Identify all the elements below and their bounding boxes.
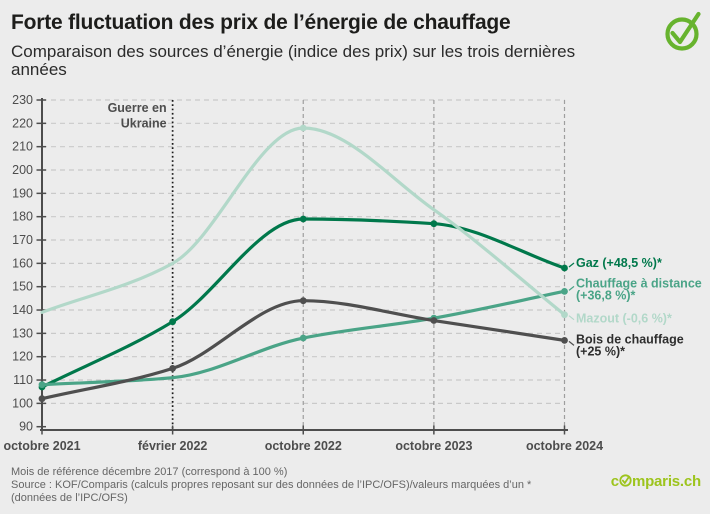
svg-text:(+36,8 %)*: (+36,8 %)* <box>576 288 636 302</box>
series-marker-chauffage-a-distance <box>561 287 568 295</box>
comparis-check-icon <box>665 11 701 51</box>
y-tick-label: 130 <box>12 326 33 340</box>
series-label-connector-mazout <box>568 315 575 321</box>
svg-text:Chauffage à distance: Chauffage à distance <box>576 276 702 290</box>
logo-text-pre: c <box>610 473 619 490</box>
x-axis-ticks: octobre 2021 février 2022 octobre 2022 octo… <box>3 425 603 453</box>
y-tick-label: 170 <box>12 233 33 247</box>
svg-text:(+25 %)*: (+25 %)* <box>576 344 625 358</box>
x-tick-label: octobre 2021 <box>3 439 80 453</box>
series-label-connector-bois-de-chauffage <box>568 340 575 346</box>
y-tick-label: 90 <box>19 420 33 434</box>
y-axis-ticks: 90 100 110 120 130 140 150 160 170 180 190 200 210 22… <box>12 93 46 434</box>
series-label-gaz: Gaz (+48,5 %)* <box>576 256 662 270</box>
y-tick-label: 210 <box>12 140 33 154</box>
svg-text:Ukraine: Ukraine <box>121 117 167 131</box>
page-title: Forte fluctuation des prix de l’énergie … <box>11 11 511 34</box>
y-tick-label: 150 <box>12 280 33 294</box>
annotation-guerre-en-ukraine: Guerre en Ukraine <box>108 101 167 131</box>
svg-text:Mazout (-0,6 %)*: Mazout (-0,6 %)* <box>576 312 672 326</box>
y-tick-label: 180 <box>12 210 33 224</box>
y-tick-label: 120 <box>12 350 33 364</box>
check-mark <box>670 11 701 45</box>
line-chart: Guerre en Ukraine 90 100 110 120 130 140 150 160 1… <box>0 88 710 462</box>
series-marker-chauffage-a-distance <box>38 381 46 389</box>
y-tick-label: 220 <box>12 116 33 130</box>
source-note: Source : KOF/Comparis (calculs propres r… <box>11 479 532 504</box>
series-label-connector-chauffage-a-distance <box>568 285 575 291</box>
series-marker-bois-de-chauffage <box>299 297 307 305</box>
series-marker-gaz <box>430 220 438 228</box>
series-marker-gaz <box>169 318 177 326</box>
series-line-gaz <box>40 217 567 389</box>
x-tick-label: octobre 2023 <box>395 439 472 453</box>
comparis-logo: c mparis.ch <box>611 473 701 490</box>
check-circle <box>665 17 699 51</box>
guide-lines <box>302 100 566 430</box>
series-marker-gaz <box>561 264 568 272</box>
series-marker-bois-de-chauffage <box>169 364 177 372</box>
series-label-bois-de-chauffage: Bois de chauffage(+25 %)* <box>576 332 684 358</box>
series-marker-bois-de-chauffage <box>561 336 568 344</box>
chart-canvas: Guerre en Ukraine 90 100 110 120 130 140 150 160 1… <box>3 93 702 453</box>
y-tick-label: 230 <box>12 93 33 107</box>
series-label-chauffage-a-distance: Chauffage à distance(+36,8 %)* <box>576 276 702 302</box>
page-subtitle: Comparaison des sources d’énergie (indic… <box>11 42 576 79</box>
x-tick-label: octobre 2024 <box>526 439 603 453</box>
series-label-connector-gaz <box>568 262 575 268</box>
y-tick-label: 140 <box>12 303 33 317</box>
logo-text-post: mparis.ch <box>631 473 701 490</box>
series-marker-bois-de-chauffage <box>38 395 46 403</box>
y-tick-label: 100 <box>12 396 33 410</box>
svg-text:Bois de chauffage: Bois de chauffage <box>576 332 684 346</box>
svg-text:Gaz (+48,5 %)*: Gaz (+48,5 %)* <box>576 256 662 270</box>
y-tick-label: 160 <box>12 256 33 270</box>
logo-o-check-icon <box>619 474 632 487</box>
y-tick-label: 110 <box>13 373 33 387</box>
svg-text:Guerre en: Guerre en <box>108 101 167 115</box>
y-tick-label: 200 <box>12 163 33 177</box>
series-marker-mazout <box>299 124 307 132</box>
x-tick-label: février 2022 <box>138 439 208 453</box>
reference-note: Mois de référence décembre 2017 (corresp… <box>11 466 288 478</box>
y-tick-label: 190 <box>12 186 33 200</box>
series-label-mazout: Mazout (-0,6 %)* <box>576 312 672 326</box>
series-marker-mazout <box>561 311 568 319</box>
series-marker-chauffage-a-distance <box>299 334 307 342</box>
series-marker-bois-de-chauffage <box>430 317 438 324</box>
series-marker-gaz <box>299 215 307 223</box>
x-tick-label: octobre 2022 <box>265 439 342 453</box>
